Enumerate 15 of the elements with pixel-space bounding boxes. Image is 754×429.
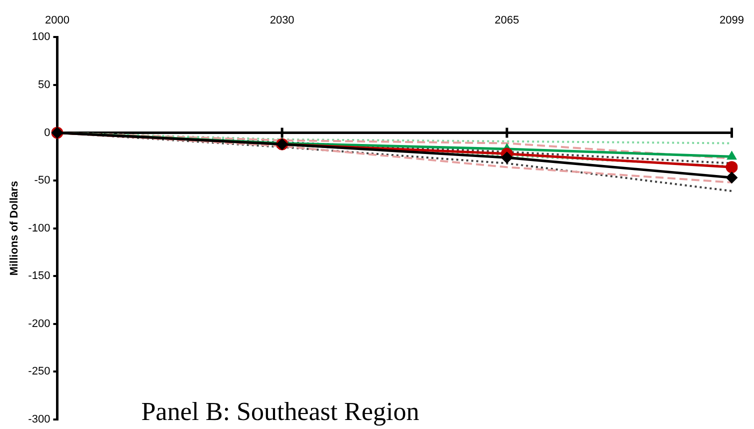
x-tick-label: 2065 — [494, 14, 520, 27]
x-tick-label: 2030 — [270, 14, 294, 27]
text: Panel B: Southeast Region — [141, 397, 420, 426]
y-tick-label: 0 — [44, 126, 50, 139]
y-tick-label: 100 — [32, 31, 50, 44]
y-tick-label: 50 — [38, 79, 50, 92]
y-tick-label: -50 — [34, 174, 50, 187]
y-tick-label: -100 — [28, 222, 50, 234]
x-tick-label: 2000 — [44, 14, 70, 27]
y-tick-label: -250 — [28, 366, 50, 378]
x-tick-label: 2099 — [720, 14, 744, 27]
y-tick-label: -150 — [28, 270, 50, 282]
y-tick-label: -300 — [28, 413, 50, 426]
y-axis-title: Millions of Dollars — [8, 180, 21, 276]
y-tick-label: -200 — [28, 318, 50, 330]
